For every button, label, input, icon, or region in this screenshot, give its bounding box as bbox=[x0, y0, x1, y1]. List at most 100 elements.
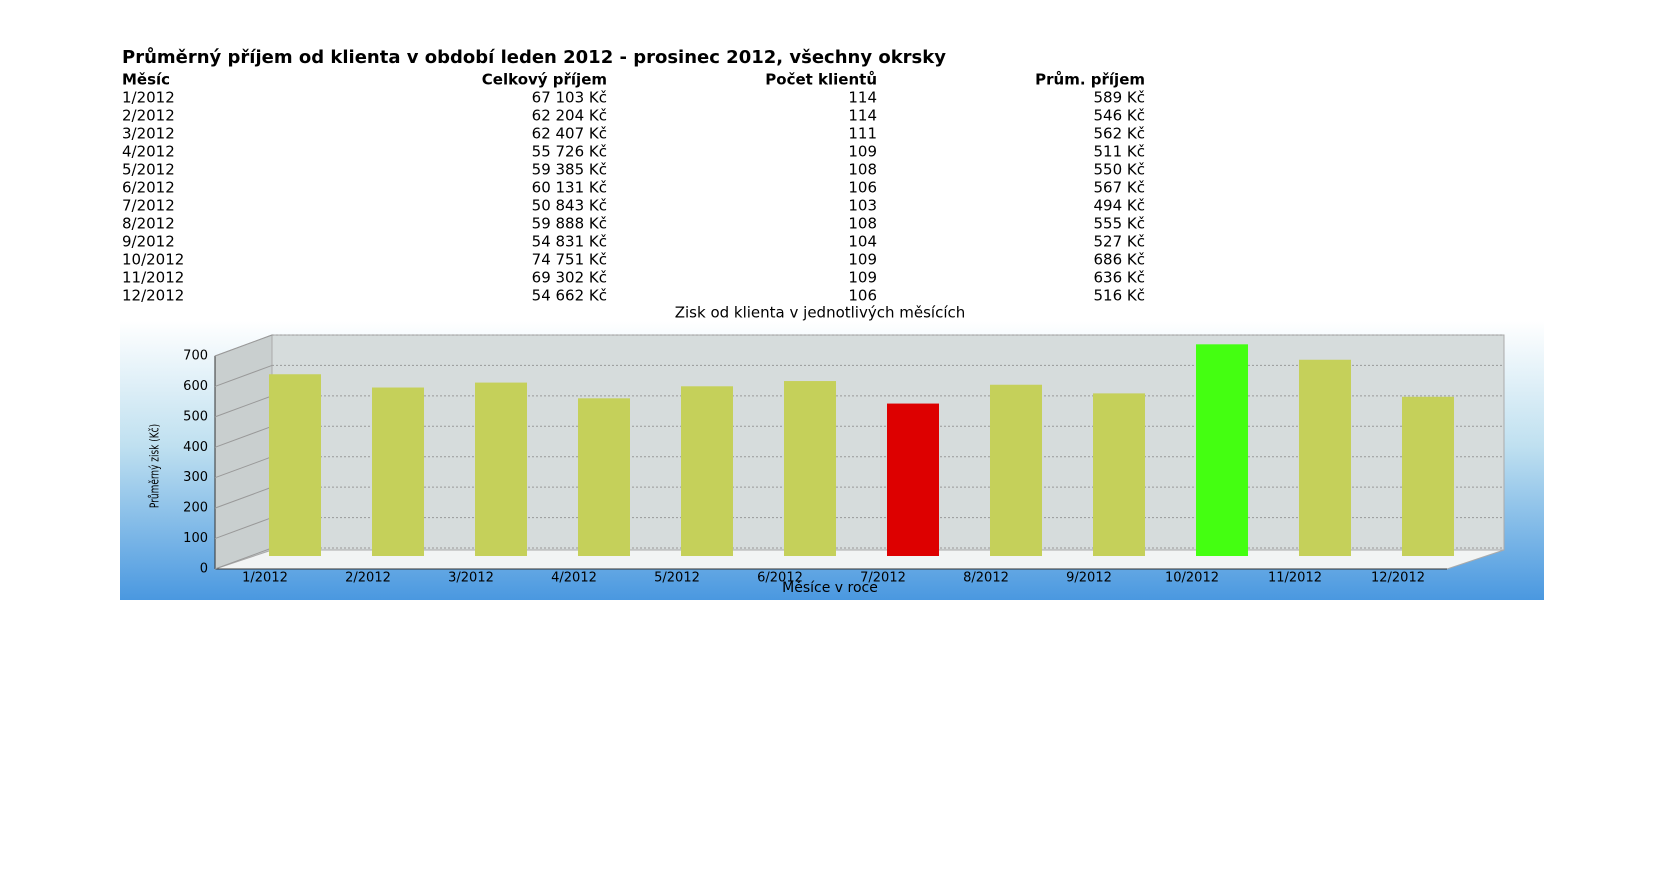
table-cell: 114 bbox=[848, 89, 877, 107]
table-cell: 104 bbox=[848, 233, 877, 251]
table-cell: 5/2012 bbox=[122, 161, 175, 179]
x-tick-label: 6/2012 bbox=[757, 571, 803, 586]
table-cell: 62 204 Kč bbox=[532, 107, 607, 125]
y-tick-label: 700 bbox=[183, 349, 208, 364]
table-cell: 1/2012 bbox=[122, 89, 175, 107]
y-tick-label: 600 bbox=[183, 379, 208, 394]
table-cell: 59 888 Kč bbox=[532, 215, 607, 233]
y-tick-label: 0 bbox=[200, 562, 208, 577]
table-cell: 494 Kč bbox=[1094, 197, 1145, 215]
column-header: Prům. příjem bbox=[1035, 71, 1145, 89]
table-cell: 108 bbox=[848, 161, 877, 179]
table-cell: 10/2012 bbox=[122, 251, 184, 269]
grid-line bbox=[214, 425, 273, 448]
table-cell: 62 407 Kč bbox=[532, 125, 607, 143]
column-header: Počet klientů bbox=[765, 71, 877, 89]
table-cell: 108 bbox=[848, 215, 877, 233]
table-cell: 686 Kč bbox=[1094, 251, 1145, 269]
table-cell: 9/2012 bbox=[122, 233, 175, 251]
table-cell: 55 726 Kč bbox=[532, 143, 607, 161]
table-cell: 7/2012 bbox=[122, 197, 175, 215]
column-header: Měsíc bbox=[122, 71, 170, 89]
bar bbox=[372, 387, 424, 556]
y-tick-label: 400 bbox=[183, 440, 208, 455]
grid-line bbox=[214, 517, 273, 540]
table-cell: 511 Kč bbox=[1094, 143, 1145, 161]
bar bbox=[1402, 396, 1454, 556]
x-tick-label: 9/2012 bbox=[1066, 571, 1112, 586]
content: Měsíc Celkový příjem Počet klientů Prům. př… bbox=[122, 71, 1504, 596]
y-tick-label: 300 bbox=[183, 470, 208, 485]
y-tick-label: 100 bbox=[183, 531, 208, 546]
x-tick-label: 11/2012 bbox=[1268, 571, 1322, 586]
x-tick-label: 8/2012 bbox=[963, 571, 1009, 586]
table-cell: 11/2012 bbox=[122, 269, 184, 287]
table-cell: 106 bbox=[848, 179, 877, 197]
bar bbox=[1299, 359, 1351, 556]
y-tick-label: 200 bbox=[183, 501, 208, 516]
column-header: Celkový příjem bbox=[482, 71, 607, 89]
grid-line bbox=[214, 364, 273, 387]
table-cell: 109 bbox=[848, 251, 877, 269]
grid-line bbox=[214, 486, 273, 509]
x-tick-label: 1/2012 bbox=[242, 571, 288, 586]
bar bbox=[887, 403, 939, 556]
table-cell: 109 bbox=[848, 269, 877, 287]
chart-title: Zisk od klienta v jednotlivých měsících bbox=[675, 304, 966, 322]
y-axis-label: Průměrný zisk (Kč) bbox=[148, 424, 162, 508]
grid-line bbox=[214, 547, 273, 570]
table-cell: 114 bbox=[848, 107, 877, 125]
table-cell: 3/2012 bbox=[122, 125, 175, 143]
table-cell: 111 bbox=[848, 125, 877, 143]
table-cell: 4/2012 bbox=[122, 143, 175, 161]
table-cell: 74 751 Kč bbox=[532, 251, 607, 269]
table-cell: 562 Kč bbox=[1094, 125, 1145, 143]
table-cell: 555 Kč bbox=[1094, 215, 1145, 233]
bar bbox=[681, 386, 733, 556]
table-cell: 636 Kč bbox=[1094, 269, 1145, 287]
bar bbox=[1196, 344, 1248, 556]
table-cell: 6/2012 bbox=[122, 179, 175, 197]
grid-line bbox=[214, 456, 273, 479]
page-title: Průměrný příjem od klienta v období lede… bbox=[122, 46, 946, 68]
table-cell: 69 302 Kč bbox=[532, 269, 607, 287]
table-cell: 59 385 Kč bbox=[532, 161, 607, 179]
x-tick-label: 12/2012 bbox=[1371, 571, 1425, 586]
side-wall bbox=[214, 334, 273, 570]
x-tick-label: 2/2012 bbox=[345, 571, 391, 586]
bar bbox=[269, 374, 321, 556]
table-cell: 106 bbox=[848, 287, 877, 305]
table-cell: 589 Kč bbox=[1094, 89, 1145, 107]
table-cell: 12/2012 bbox=[122, 287, 184, 305]
table-cell: 2/2012 bbox=[122, 107, 175, 125]
x-tick-label: 7/2012 bbox=[860, 571, 906, 586]
table-cell: 546 Kč bbox=[1094, 107, 1145, 125]
bar bbox=[990, 384, 1042, 556]
grid-line bbox=[214, 395, 273, 418]
table-cell: 67 103 Kč bbox=[532, 89, 607, 107]
table-cell: 60 131 Kč bbox=[532, 179, 607, 197]
x-tick-label: 4/2012 bbox=[551, 571, 597, 586]
table-cell: 516 Kč bbox=[1094, 287, 1145, 305]
bar bbox=[784, 381, 836, 556]
bar bbox=[578, 398, 630, 556]
table-cell: 550 Kč bbox=[1094, 161, 1145, 179]
table-cell: 54 662 Kč bbox=[532, 287, 607, 305]
bar bbox=[475, 382, 527, 556]
x-tick-label: 10/2012 bbox=[1165, 571, 1219, 586]
table-cell: 527 Kč bbox=[1094, 233, 1145, 251]
grid-line bbox=[214, 334, 273, 357]
x-tick-label: 3/2012 bbox=[448, 571, 494, 586]
x-axis-label: Měsíce v roce bbox=[782, 580, 878, 596]
table-cell: 567 Kč bbox=[1094, 179, 1145, 197]
table-cell: 103 bbox=[848, 197, 877, 215]
table-cell: 8/2012 bbox=[122, 215, 175, 233]
table-cell: 109 bbox=[848, 143, 877, 161]
x-tick-label: 5/2012 bbox=[654, 571, 700, 586]
bar bbox=[1093, 393, 1145, 556]
table-cell: 50 843 Kč bbox=[532, 197, 607, 215]
y-tick-label: 500 bbox=[183, 409, 208, 424]
table-cell: 54 831 Kč bbox=[532, 233, 607, 251]
